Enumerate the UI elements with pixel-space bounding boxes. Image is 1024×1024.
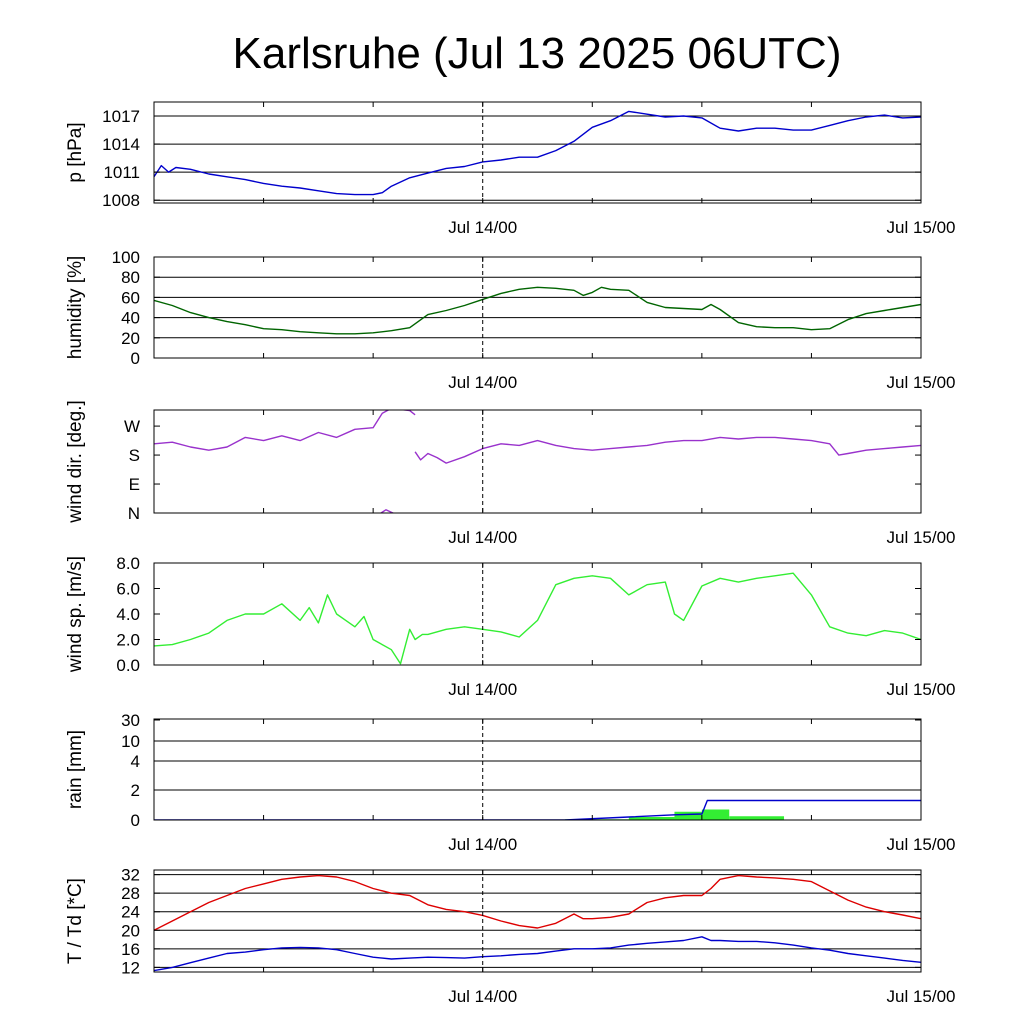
series-line-3 (379, 509, 395, 513)
y-axis-label: rain [mm] (65, 730, 86, 809)
x-tick-label: Jul 14/00 (448, 218, 517, 237)
y-tick-label: 1008 (102, 191, 140, 210)
y-tick-label: 1014 (102, 135, 140, 154)
x-tick-label: Jul 15/00 (887, 987, 956, 1006)
series-line-td (154, 936, 921, 972)
x-tick-label: Jul 15/00 (887, 680, 956, 699)
y-tick-label: 16 (121, 940, 140, 959)
plot-frame (153, 409, 922, 514)
plot-frame (153, 718, 922, 821)
y-tick-label: 1011 (103, 163, 140, 182)
x-tick-label: Jul 14/00 (448, 680, 517, 699)
y-tick-label: 0.0 (116, 656, 140, 675)
y-tick-label: 100 (112, 248, 140, 267)
plot-frame (153, 562, 922, 666)
panel-5: 0 2 410 30 Jul 14/00 Jul 15/00 rain [mm] (65, 711, 956, 854)
y-tick-label: S (129, 446, 140, 465)
x-tick-label: Jul 14/00 (448, 528, 517, 547)
y-axis-label: wind sp. [m/s] (65, 556, 86, 673)
y-tick-label: 4.0 (116, 605, 140, 624)
y-tick-label: 80 (121, 268, 140, 287)
chart-title: Karlsruhe (Jul 13 2025 06UTC) (233, 29, 842, 78)
panel-4: 0.0 2.0 4.0 6.0 8.0 Jul 14/00 Jul 15/00 wind sp… (65, 554, 956, 699)
rain-bar (701, 809, 730, 820)
rain-bar (674, 811, 702, 820)
series-line-t (154, 874, 921, 931)
x-tick-label: Jul 15/00 (887, 835, 956, 854)
series-line-1 (154, 572, 921, 665)
y-tick-label: 20 (121, 329, 140, 348)
x-tick-label: Jul 14/00 (448, 987, 517, 1006)
rain-bar (729, 816, 785, 820)
y-tick-label: 8.0 (116, 554, 140, 573)
y-tick-label: 2 (131, 781, 140, 800)
y-tick-label: 60 (121, 288, 140, 307)
x-tick-label: Jul 14/00 (448, 835, 517, 854)
x-tick-label: Jul 14/00 (448, 373, 517, 392)
x-tick-label: Jul 15/00 (887, 528, 956, 547)
y-tick-label: W (124, 417, 140, 436)
plot-frame (153, 101, 922, 204)
y-tick-label: 4 (131, 752, 140, 771)
y-axis-label: humidity [%] (65, 256, 86, 359)
panel-1: 1008 1011 1014 1017 Jul 14/00 Jul 15/00 p [hPa… (65, 101, 956, 237)
series-line-1 (154, 799, 921, 820)
y-axis-label: p [hPa] (65, 122, 86, 182)
y-tick-label: 40 (121, 309, 140, 328)
series-line-2 (414, 436, 921, 464)
rain-bar (628, 817, 675, 820)
y-tick-label: 0 (131, 349, 140, 368)
panels: 1008 1011 1014 1017 Jul 14/00 Jul 15/00 p [hPa… (65, 101, 956, 1006)
y-tick-label: 32 (121, 866, 140, 885)
y-axis-label: wind dir. [deg.] (65, 400, 86, 524)
y-tick-label: 6.0 (116, 580, 140, 599)
series-line-1 (154, 286, 921, 335)
y-tick-label: 30 (121, 711, 140, 730)
y-tick-label: 12 (121, 958, 140, 977)
y-tick-label: 28 (121, 884, 140, 903)
y-tick-label: N (128, 504, 140, 523)
y-tick-label: 20 (121, 921, 140, 940)
series-line-1 (154, 410, 416, 451)
series-line-1 (154, 110, 921, 196)
y-tick-label: 0 (131, 811, 140, 830)
y-tick-label: 2.0 (116, 631, 140, 650)
y-tick-label: E (129, 475, 140, 494)
y-axis-label: T / Td [*C] (65, 878, 86, 964)
x-tick-label: Jul 15/00 (887, 373, 956, 392)
y-tick-label: 1017 (102, 107, 140, 126)
y-tick-label: 10 (121, 732, 140, 751)
x-tick-label: Jul 15/00 (887, 218, 956, 237)
plot-frame (153, 869, 922, 973)
plot-frame (153, 256, 922, 359)
y-tick-label: 24 (121, 903, 140, 922)
